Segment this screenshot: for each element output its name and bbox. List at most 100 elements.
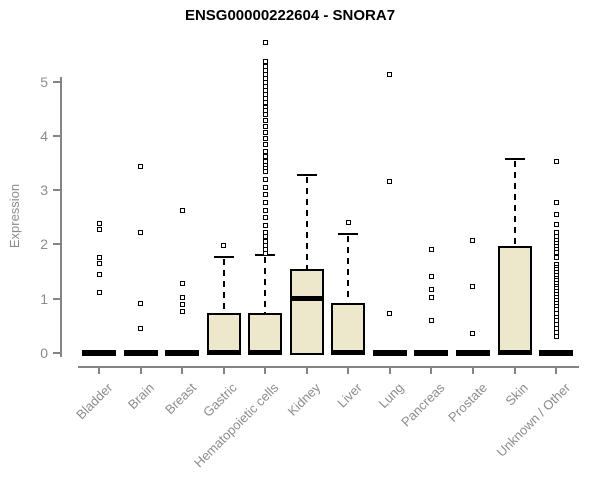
box-liver	[331, 302, 366, 355]
outlier-point-hematopoietic-cells	[262, 184, 268, 190]
y-tick-label: 5	[40, 73, 48, 90]
y-axis-line	[60, 77, 62, 357]
median-line-hematopoietic-cells	[248, 350, 283, 355]
y-tick-label: 1	[40, 290, 48, 307]
outlier-point-unknown-other	[553, 333, 559, 339]
x-tick	[347, 366, 350, 374]
x-tick-label-brain: Brain	[125, 380, 158, 413]
outlier-point-unknown-other	[553, 222, 559, 228]
median-line-liver	[331, 350, 366, 355]
x-tick	[98, 366, 100, 374]
outlier-point-lung	[387, 72, 393, 78]
whisker-line-hematopoietic-cells	[264, 256, 267, 314]
outlier-point-brain	[138, 301, 144, 307]
outlier-point-bladder	[96, 226, 102, 232]
outlier-point-unknown-other	[553, 212, 559, 218]
outlier-point-unknown-other	[553, 200, 559, 206]
outlier-point-lung	[387, 311, 393, 317]
x-axis-line	[78, 366, 579, 368]
zero-box-bladder	[82, 350, 116, 356]
whisker-cap-liver	[338, 232, 359, 235]
outlier-point-pancreas	[428, 247, 434, 253]
x-tick	[222, 366, 225, 374]
x-tick-label-prostate: Prostate	[444, 380, 490, 425]
outlier-point-hematopoietic-cells	[262, 40, 268, 46]
outlier-point-prostate	[470, 284, 476, 290]
median-line-gastric	[206, 350, 241, 355]
outlier-point-hematopoietic-cells	[262, 112, 268, 118]
zero-box-lung	[372, 350, 407, 356]
box-hematopoietic-cells	[248, 313, 283, 355]
outlier-point-bladder	[96, 289, 102, 295]
x-tick-label-breast: Breast	[161, 380, 199, 418]
outlier-point-brain	[138, 326, 144, 332]
whisker-line-kidney	[305, 177, 308, 269]
x-tick-label-kidney: Kidney	[284, 380, 324, 419]
y-tick-label: 2	[40, 236, 48, 253]
outlier-point-bladder	[96, 221, 102, 227]
x-tick	[139, 366, 142, 374]
y-tick-label: 4	[40, 127, 48, 144]
outlier-point-unknown-other	[553, 250, 559, 256]
outlier-point-hematopoietic-cells	[262, 222, 268, 228]
x-tick	[513, 366, 516, 374]
x-tick	[471, 366, 474, 374]
outlier-point-unknown-other	[553, 159, 559, 165]
y-tick	[53, 297, 61, 300]
x-tick-label-lung: Lung	[375, 380, 407, 412]
x-tick	[264, 366, 267, 374]
outlier-point-hematopoietic-cells	[262, 207, 268, 213]
outlier-point-hematopoietic-cells	[262, 130, 268, 136]
outlier-point-breast	[179, 309, 185, 315]
x-tick	[555, 366, 558, 374]
outlier-point-lung	[387, 179, 393, 185]
whisker-cap-gastric	[213, 256, 234, 259]
outlier-point-hematopoietic-cells	[262, 124, 268, 130]
outlier-point-hematopoietic-cells	[262, 136, 268, 141]
outlier-point-hematopoietic-cells	[262, 200, 268, 206]
x-tick-label-liver: Liver	[334, 380, 365, 411]
y-tick	[53, 80, 61, 83]
x-tick	[388, 366, 391, 374]
x-tick	[181, 366, 184, 374]
y-tick	[53, 134, 61, 137]
box-skin	[497, 246, 532, 355]
outlier-point-hematopoietic-cells	[262, 192, 268, 198]
x-tick	[430, 366, 433, 374]
outlier-point-pancreas	[428, 274, 434, 280]
outlier-point-hematopoietic-cells	[262, 250, 268, 256]
median-line-skin	[497, 350, 532, 355]
outlier-point-breast	[179, 294, 185, 300]
outlier-point-unknown-other	[553, 254, 559, 260]
zero-box-breast	[165, 350, 200, 356]
y-tick-label: 0	[40, 345, 48, 361]
outlier-point-breast	[179, 302, 185, 308]
whisker-cap-kidney	[296, 174, 317, 177]
x-tick	[305, 366, 308, 374]
x-tick-label-gastric: Gastric	[200, 380, 241, 420]
outlier-point-bladder	[96, 271, 102, 277]
x-tick-label-skin: Skin	[502, 380, 532, 409]
outlier-point-breast	[179, 280, 185, 286]
outlier-point-bladder	[96, 260, 102, 266]
outlier-point-brain	[138, 164, 144, 170]
outlier-point-hematopoietic-cells	[262, 177, 268, 183]
outlier-point-breast	[179, 208, 185, 214]
zero-box-brain	[123, 350, 158, 356]
outlier-point-hematopoietic-cells	[262, 154, 268, 160]
y-tick	[53, 352, 61, 354]
zero-box-prostate	[455, 350, 490, 356]
outlier-point-liver	[345, 220, 351, 226]
outlier-point-hematopoietic-cells	[262, 215, 268, 221]
outlier-point-hematopoietic-cells	[262, 148, 268, 154]
zero-box-unknown-other	[539, 350, 574, 356]
outlier-point-hematopoietic-cells	[262, 141, 268, 147]
y-tick-label: 3	[40, 182, 48, 199]
outlier-point-bladder	[96, 254, 102, 260]
outlier-point-pancreas	[428, 295, 434, 301]
x-tick-label-unknown-other: Unknown / Other	[493, 380, 573, 460]
outlier-point-pancreas	[428, 286, 434, 292]
box-kidney	[289, 268, 324, 355]
